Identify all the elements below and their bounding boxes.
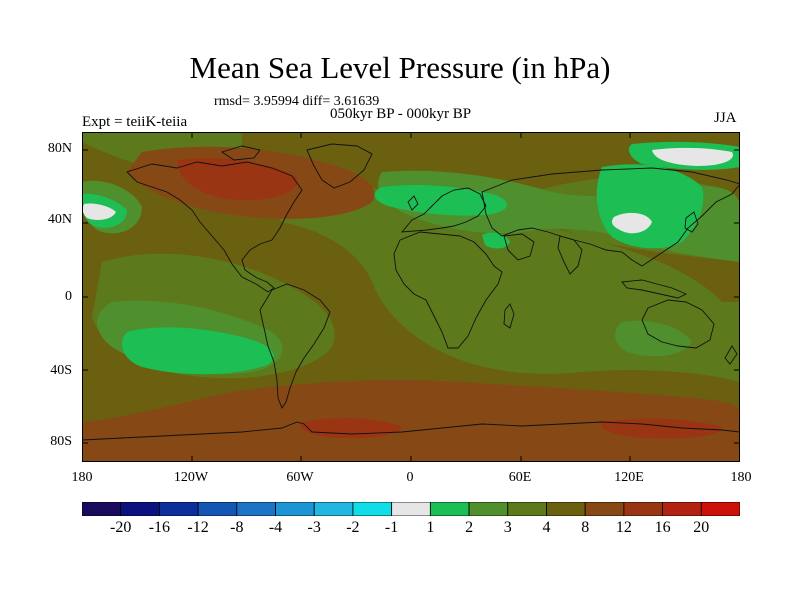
lon-tick-180e: 180	[730, 470, 752, 485]
colorbar-label: 1	[426, 519, 435, 536]
field-band-lt1	[612, 212, 652, 234]
map-title: Mean Sea Level Pressure (in hPa)	[189, 50, 611, 85]
lat-tick-40n: 40N	[47, 212, 72, 227]
coastline-japan	[684, 211, 699, 233]
field-band-1-2	[374, 184, 507, 216]
coastlines	[82, 143, 740, 441]
colorbar-swatch	[197, 502, 238, 516]
colorbar-swatch	[546, 502, 586, 516]
colorbar-swatch	[468, 502, 509, 516]
coastline-asia	[481, 167, 740, 267]
coastline-north-america	[126, 161, 303, 293]
lon-tick-60e: 60E	[508, 470, 532, 485]
pressure-map	[82, 132, 740, 462]
colorbar	[82, 502, 740, 516]
axis-ticks	[82, 132, 740, 462]
field-band-lt1	[652, 147, 733, 166]
field-band-12-16	[177, 157, 298, 201]
colorbar-label: 3	[503, 519, 512, 536]
statistics-text: rmsd= 3.95994 diff= 3.61639	[214, 94, 380, 109]
colorbar-label: -8	[230, 519, 244, 536]
colorbar-label: 4	[542, 519, 551, 536]
coastline-greenland	[306, 143, 373, 189]
colorbar-label: -12	[187, 519, 209, 536]
colorbar-swatch	[429, 502, 470, 516]
coastline-british-isles	[407, 195, 419, 211]
field-band-1-2	[482, 232, 510, 249]
lon-tick-120e: 120E	[614, 470, 644, 485]
colorbar-swatch	[352, 502, 393, 516]
colorbar-swatch	[662, 502, 702, 516]
colorbar-label: -3	[307, 519, 321, 536]
coastline-australia	[641, 299, 715, 349]
colorbar-label: -20	[110, 519, 132, 536]
field-band-1-2	[122, 327, 274, 375]
lon-tick-120w: 120W	[173, 470, 209, 485]
lat-tick-40s: 40S	[50, 363, 72, 378]
colorbar-label: 12	[615, 519, 632, 536]
experiment-label: Expt = teiiK-teiia	[82, 114, 188, 130]
lat-tick-0: 0	[65, 289, 72, 304]
coastline-europe	[400, 187, 487, 233]
field-band-lt1	[82, 203, 116, 220]
lon-tick-0: 0	[406, 470, 414, 485]
lon-tick-180w: 180	[71, 470, 93, 485]
period-text: 050kyr BP - 000kyr BP	[330, 106, 472, 122]
colorbar-swatch	[159, 502, 199, 516]
coastline-arctic-islands	[220, 145, 261, 161]
lat-tick-80s: 80S	[50, 434, 72, 449]
colorbar-swatch	[584, 502, 625, 516]
colorbar-swatch	[82, 502, 122, 516]
lat-tick-80n: 80N	[47, 141, 72, 156]
coastline-new-zealand	[724, 345, 738, 365]
colorbar-swatch	[120, 502, 160, 516]
colorbar-label: -1	[384, 519, 399, 536]
coastline-india	[557, 235, 583, 275]
colorbar-swatch	[700, 502, 740, 516]
colorbar-label: 16	[654, 519, 671, 536]
colorbar-swatch	[236, 502, 276, 516]
field-band-1-2	[596, 164, 704, 249]
colorbar-label: -2	[346, 519, 360, 536]
colorbar-label: 20	[693, 519, 710, 536]
colorbar-swatch	[623, 502, 663, 516]
coastline-antarctica	[82, 421, 740, 441]
colorbar-swatch	[275, 502, 315, 516]
coastline-arabia	[503, 233, 535, 261]
colorbar-label: -4	[268, 519, 283, 536]
coastline-indonesia	[621, 279, 688, 299]
field-band-8-12	[82, 380, 740, 462]
colorbar-swatch	[391, 502, 431, 516]
colorbar-label: 2	[465, 519, 474, 536]
coastline-south-america	[259, 283, 331, 409]
coastline-madagascar	[503, 303, 515, 329]
lon-tick-60w: 60W	[286, 470, 314, 485]
colorbar-label: -16	[148, 519, 171, 536]
coastline-africa	[393, 231, 503, 349]
colorbar-swatch	[507, 502, 547, 516]
colorbar-swatch	[313, 502, 354, 516]
colorbar-label: 8	[581, 519, 590, 536]
season-label: JJA	[714, 110, 737, 126]
field-band-2-3	[615, 320, 692, 357]
